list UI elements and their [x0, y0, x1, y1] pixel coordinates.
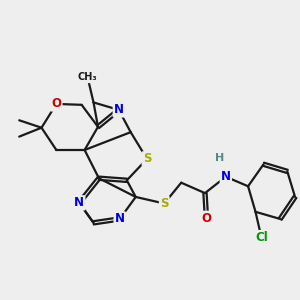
Text: O: O	[51, 98, 62, 110]
Text: O: O	[202, 212, 212, 225]
Text: S: S	[160, 197, 169, 210]
Text: S: S	[143, 152, 151, 165]
Text: N: N	[114, 103, 124, 116]
Text: N: N	[74, 196, 84, 209]
Text: Cl: Cl	[255, 231, 268, 244]
Text: H: H	[215, 153, 224, 163]
Text: N: N	[115, 212, 125, 226]
Text: CH₃: CH₃	[78, 72, 98, 82]
Text: N: N	[221, 170, 231, 183]
